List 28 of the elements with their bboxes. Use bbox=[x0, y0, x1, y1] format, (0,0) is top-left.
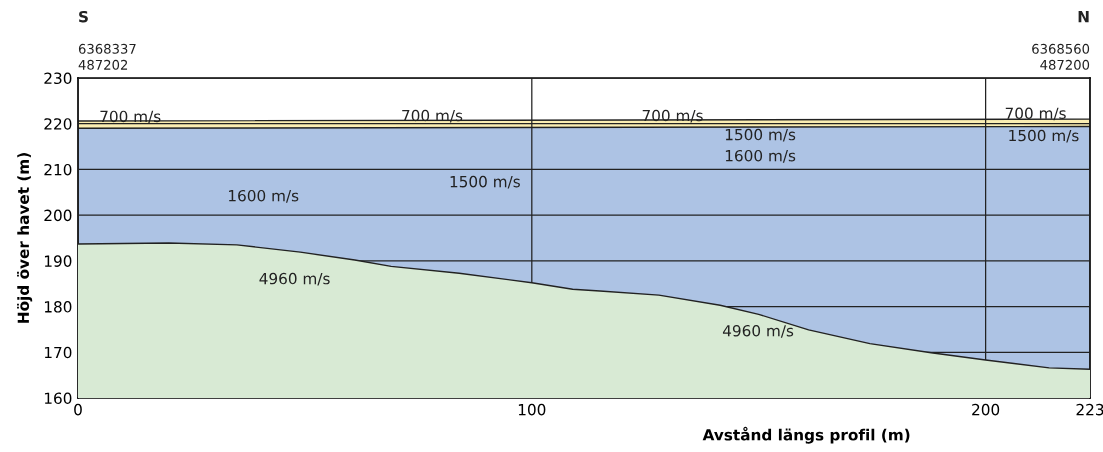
annotation: 1600 m/s bbox=[725, 149, 796, 163]
annotation: 1500 m/s bbox=[725, 128, 796, 142]
y-tick-label: 210 bbox=[44, 163, 72, 176]
x-axis-title: Avstånd längs profil (m) bbox=[702, 426, 910, 444]
x-tick-label: 200 bbox=[972, 403, 1000, 416]
text: 487202 bbox=[78, 59, 128, 70]
text: 487200 bbox=[1040, 59, 1090, 70]
annotation: 4960 m/s bbox=[259, 272, 330, 286]
text: 6368560 bbox=[1032, 43, 1090, 54]
y-tick-label: 230 bbox=[44, 72, 72, 85]
y-tick-label: 180 bbox=[44, 301, 72, 313]
text: S bbox=[79, 10, 88, 23]
annotation: 1500 m/s bbox=[1009, 129, 1079, 143]
y-tick-label: 160 bbox=[44, 392, 72, 405]
y-tick-label: 190 bbox=[44, 255, 72, 267]
annotation: 4960 m/s bbox=[722, 324, 794, 338]
text: 6368337 bbox=[78, 43, 136, 54]
y-tick-label: 200 bbox=[44, 209, 72, 222]
x-tick-label: 100 bbox=[518, 403, 546, 416]
x-tick-label: 0 bbox=[74, 403, 82, 416]
y-tick-label: 170 bbox=[44, 346, 72, 359]
y-axis-title: Höjd över havet (m) bbox=[17, 153, 33, 323]
annotation: 700 m/s bbox=[1005, 107, 1066, 121]
x-tick-label: 223 bbox=[1076, 403, 1103, 416]
annotation: 1600 m/s bbox=[229, 189, 299, 203]
text: N bbox=[1078, 11, 1089, 23]
y-tick-label: 220 bbox=[44, 118, 72, 130]
annotation: 1500 m/s bbox=[450, 175, 520, 189]
